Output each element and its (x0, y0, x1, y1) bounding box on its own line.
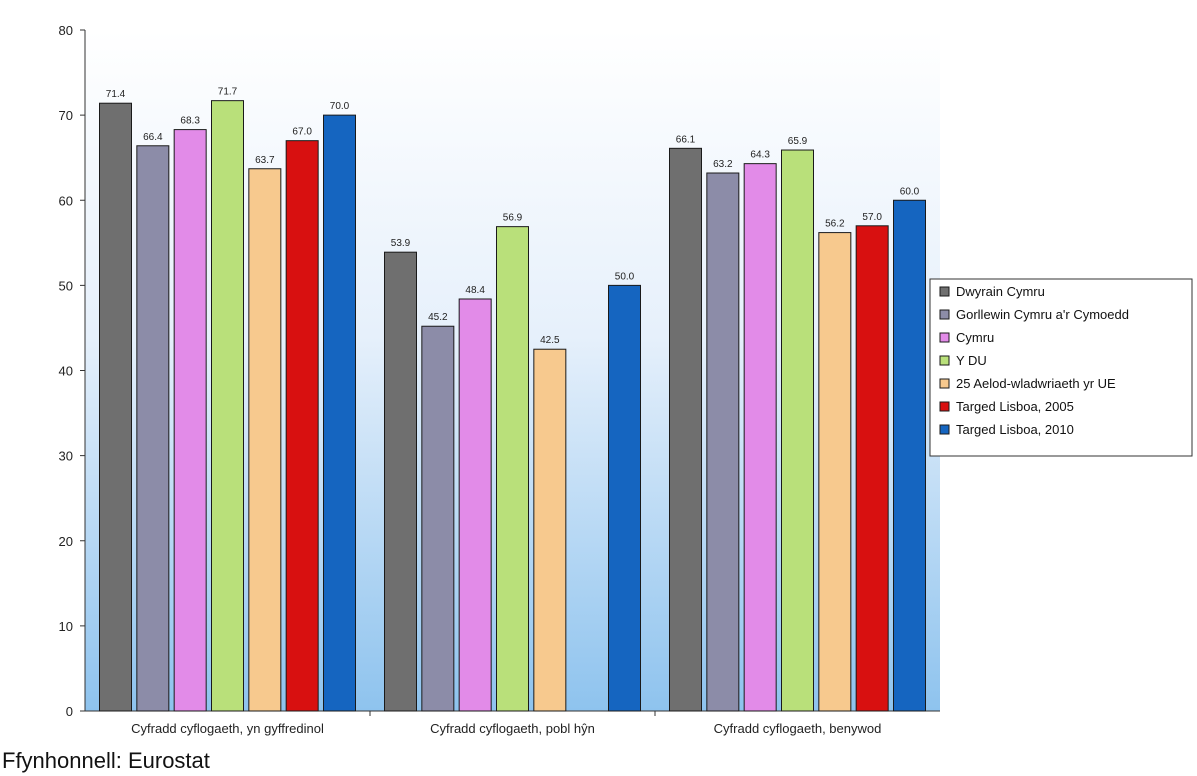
legend-entry: Cymru (956, 330, 994, 345)
bar (855, 225, 889, 712)
bar (496, 226, 529, 712)
bar-value-label: 57.0 (862, 212, 882, 223)
bar (248, 168, 282, 712)
bar (533, 348, 567, 712)
y-tick-label: 20 (59, 534, 73, 549)
legend: Dwyrain Cymru Gorllewin Cymru a'r Cymoedd… (929, 278, 1193, 457)
legend-entry: Gorllewin Cymru a'r Cymoedd (956, 307, 1129, 322)
legend-swatch (939, 332, 950, 343)
bar-value-label: 71.7 (218, 87, 238, 98)
bar (818, 232, 852, 712)
bar-value-label: 71.4 (106, 89, 126, 100)
bar (99, 102, 132, 712)
category-label: Cyfradd cyflogaeth, pobl hŷn (430, 721, 595, 736)
bar (893, 199, 926, 712)
legend-swatch (939, 309, 950, 320)
y-tick-label: 10 (59, 619, 73, 634)
bar (421, 325, 455, 712)
bar-value-label: 67.0 (292, 127, 312, 138)
category-label: Cyfradd cyflogaeth, benywod (714, 721, 882, 736)
legend-entry: Dwyrain Cymru (956, 284, 1045, 299)
y-tick-label: 80 (59, 23, 73, 38)
bar-value-label: 66.4 (143, 132, 163, 143)
y-tick-label: 60 (59, 193, 73, 208)
bar-value-label: 45.2 (428, 312, 448, 323)
legend-swatch (939, 378, 950, 389)
y-tick-label: 40 (59, 364, 73, 379)
bar-value-label: 68.3 (180, 116, 200, 127)
bar (211, 100, 244, 712)
bar-value-label: 70.0 (330, 101, 350, 112)
source-note: Ffynhonnell: Eurostat (2, 748, 210, 773)
bar-value-label: 60.0 (900, 186, 920, 197)
bar-value-label: 50.0 (615, 271, 635, 282)
bar-value-label: 66.1 (676, 134, 696, 145)
bar (458, 298, 492, 712)
y-tick-label: 50 (59, 278, 73, 293)
bar-value-label: 56.2 (825, 219, 845, 230)
bar-value-label: 63.7 (255, 155, 275, 166)
bar (743, 163, 777, 712)
legend-entry: Targed Lisboa, 2010 (956, 422, 1074, 437)
bar-value-label: 42.5 (540, 335, 560, 346)
legend-entry: Targed Lisboa, 2005 (956, 399, 1074, 414)
bar (706, 172, 740, 712)
legend-entry: 25 Aelod-wladwriaeth yr UE (956, 376, 1116, 391)
bar (669, 147, 702, 712)
bar (173, 129, 207, 712)
y-tick-label: 30 (59, 449, 73, 464)
bar-value-label: 64.3 (750, 150, 770, 161)
legend-entry: Y DU (956, 353, 987, 368)
bar-value-label: 56.9 (503, 213, 523, 224)
bar-chart: 0 10 20 30 40 50 60 70 80 Cyfradd cyflogaeth, yn … (59, 23, 1193, 736)
legend-swatch (939, 355, 950, 366)
bar-value-label: 63.2 (713, 159, 733, 170)
category-label: Cyfradd cyflogaeth, yn gyffredinol (131, 721, 324, 736)
legend-swatch (939, 401, 950, 412)
bar (384, 251, 417, 712)
bar (285, 140, 319, 712)
y-tick-label: 70 (59, 108, 73, 123)
legend-swatch (939, 424, 950, 435)
bar (608, 284, 641, 712)
bar (781, 149, 814, 712)
legend-box (929, 278, 1193, 457)
bar (136, 145, 170, 712)
bar-value-label: 65.9 (788, 136, 808, 147)
bar-value-label: 48.4 (465, 285, 485, 296)
legend-swatch (939, 286, 950, 297)
bar (323, 114, 356, 712)
bar-value-label: 53.9 (391, 238, 411, 249)
y-tick-label: 0 (66, 704, 73, 719)
